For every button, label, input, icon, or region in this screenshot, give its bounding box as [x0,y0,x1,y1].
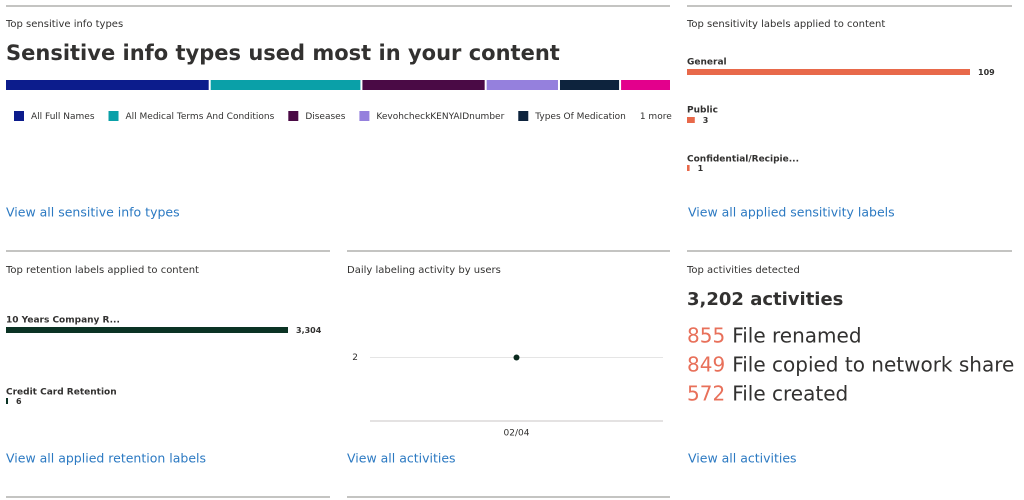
bar-segment [559,80,620,90]
card-header: Top activities detected [686,265,800,276]
value-label: 3 [703,116,709,125]
bar [6,327,288,333]
bar-label: Public [687,106,718,116]
legend-swatch [14,111,24,121]
bar-segment [362,80,485,90]
card-title: Sensitive info types used most in your c… [6,41,560,65]
link[interactable]: View all activities [347,451,456,466]
x-tick-label: 02/04 [504,429,530,439]
value-label: 3,304 [296,326,322,335]
legend-swatch [108,111,119,121]
legend-swatch [518,111,529,121]
bar [6,398,8,404]
card-header: Top sensitive info types [5,19,123,30]
value-label: 1 [698,164,704,173]
activity-count: 855 [687,324,725,348]
bar [687,69,970,75]
point [513,354,520,361]
legend-label: Diseases [305,112,345,122]
link[interactable]: View all applied retention labels [6,451,206,466]
legend-swatch [288,111,299,121]
bar [687,165,690,171]
activities-total: 3,202 activities [687,289,843,310]
link[interactable]: View all sensitive info types [6,205,180,220]
card-header: Top retention labels applied to content [5,265,199,276]
activity-count: 849 [687,353,725,377]
value-label: 6 [16,397,22,406]
legend-swatch [359,111,370,121]
bar-segment [621,80,670,90]
y-tick-label: 2 [352,353,358,363]
legend-label: All Full Names [31,112,95,122]
bar-segment [486,80,558,90]
value-label: 109 [978,68,995,77]
legend-label: All Medical Terms And Conditions [126,112,275,122]
bar-label: General [687,58,727,68]
link[interactable]: View all activities [688,451,797,466]
card-header: Daily labeling activity by users [347,265,501,276]
activity-label: File copied to network share [732,353,1014,377]
legend-label: KevohcheckKENYAIDnumber [376,112,504,122]
bar [687,117,695,123]
link[interactable]: View all applied sensitivity labels [688,205,895,220]
legend-label: Types Of Medication [534,112,626,122]
bar-segment [6,80,209,90]
card-header: Top sensitivity labels applied to conten… [686,19,885,30]
bar-label: 10 Years Company R... [6,316,120,326]
bar-segment [210,80,361,90]
bar-label: Credit Card Retention [6,388,117,398]
activity-label: File renamed [732,324,861,348]
bar-label: Confidential/Recipie... [687,155,799,165]
activity-label: File created [732,382,848,406]
legend-more[interactable]: 1 more [640,112,672,122]
activity-count: 572 [687,382,725,406]
